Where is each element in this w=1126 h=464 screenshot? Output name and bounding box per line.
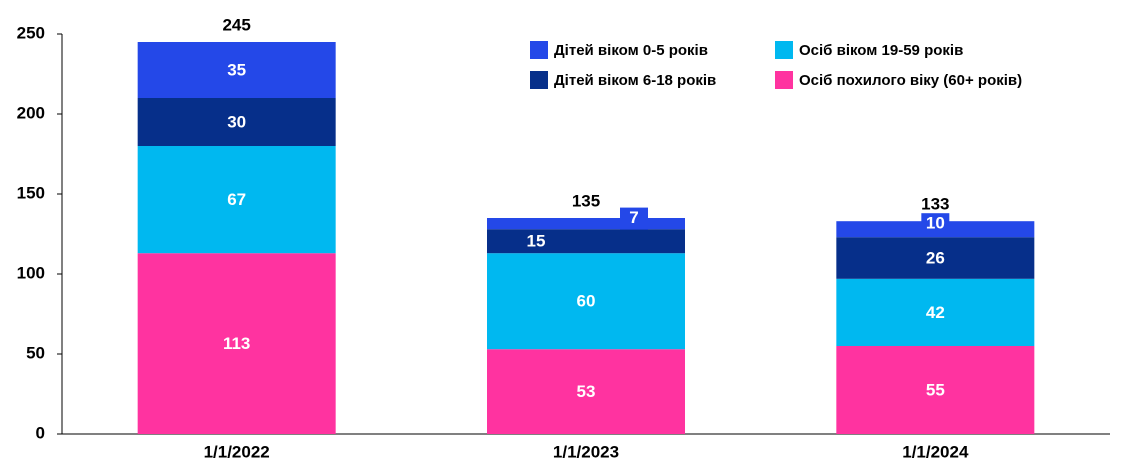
label-box <box>620 207 648 230</box>
data-label: 67 <box>227 190 246 209</box>
legend-label: Осіб віком 19-59 років <box>799 42 963 59</box>
bar-segment <box>137 146 336 254</box>
data-label: 30 <box>227 112 246 131</box>
bar-segment <box>487 253 685 350</box>
bar-segment <box>836 237 1035 279</box>
y-tick-label: 150 <box>17 183 45 202</box>
bar-segment <box>487 349 685 434</box>
total-label: 135 <box>572 191 600 210</box>
x-tick-label: 1/1/2023 <box>553 442 619 461</box>
bar-segment <box>836 278 1035 346</box>
bar-segment <box>487 218 685 230</box>
total-label: 245 <box>222 15 250 34</box>
y-tick-label: 0 <box>36 423 45 442</box>
data-label: 53 <box>577 382 596 401</box>
legend-swatch <box>530 41 548 59</box>
total-label: 133 <box>921 195 949 214</box>
data-label: 113 <box>223 334 250 353</box>
data-label: 7 <box>629 208 638 227</box>
legend-label: Дітей віком 0-5 років <box>554 42 708 59</box>
label-box <box>921 213 950 236</box>
data-label: 10 <box>926 214 945 233</box>
legend-swatch <box>775 71 793 89</box>
y-tick-label: 250 <box>17 23 45 42</box>
x-tick-label: 1/1/2022 <box>204 442 270 461</box>
data-label: 42 <box>926 303 945 322</box>
legend-swatch <box>775 41 793 59</box>
data-label: 55 <box>926 380 945 399</box>
data-label: 15 <box>527 232 546 251</box>
bar-segment <box>137 253 336 434</box>
y-tick-label: 200 <box>17 103 45 122</box>
legend-label: Осіб похилого віку (60+ років) <box>799 72 1022 89</box>
legend-swatch <box>530 71 548 89</box>
data-label: 60 <box>577 292 596 311</box>
x-tick-label: 1/1/2024 <box>902 442 969 461</box>
data-label: 26 <box>926 248 945 267</box>
y-tick-label: 100 <box>17 263 45 282</box>
legend-label: Дітей віком 6-18 років <box>554 72 716 89</box>
bar-segment <box>836 346 1035 434</box>
bar-segment <box>137 42 336 98</box>
bar-segment <box>487 229 685 254</box>
bar-segment <box>137 98 336 146</box>
y-tick-label: 50 <box>26 343 45 362</box>
data-label: 35 <box>227 60 246 79</box>
